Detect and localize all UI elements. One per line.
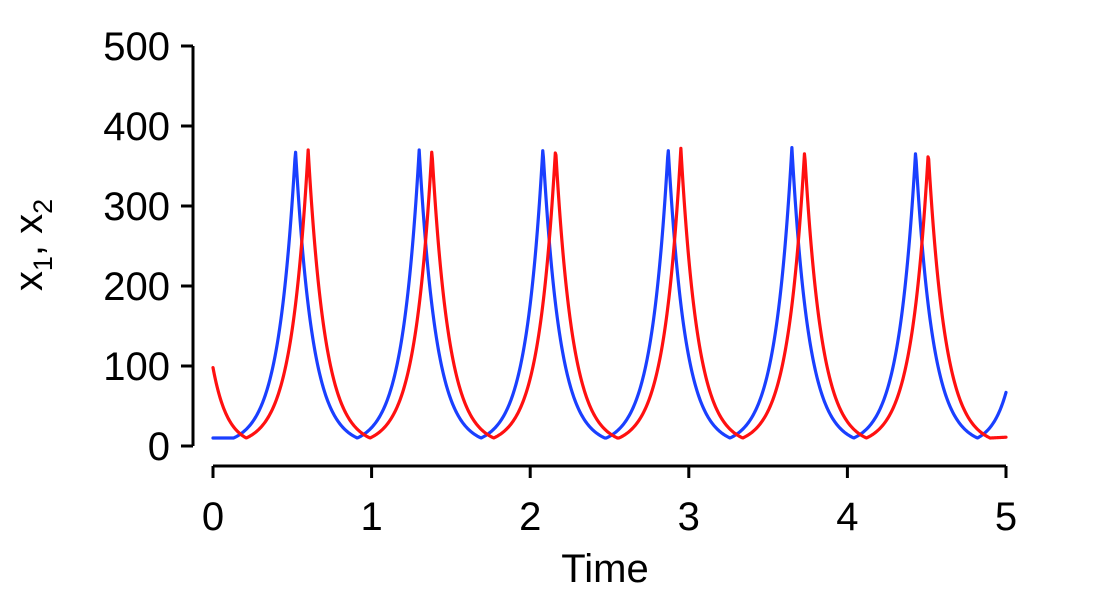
y-axis-title-sub1: 1 <box>28 256 58 271</box>
y-axis-title-sub2: 2 <box>28 199 58 214</box>
x-axis-title: Time <box>561 547 648 591</box>
y-tick-label: 500 <box>103 25 170 69</box>
x-tick-label: 4 <box>836 495 858 539</box>
x-tick-label: 1 <box>360 495 382 539</box>
y-axis-title: x1, x2 <box>7 199 58 291</box>
series-1-line <box>211 146 1008 440</box>
series-2-line <box>211 146 1008 440</box>
y-axis-title-x1: x <box>7 271 51 291</box>
y-axis-title-x2: , x <box>7 214 51 256</box>
x-ticks: 0 1 2 3 4 5 <box>202 466 1017 539</box>
y-tick-label: 0 <box>148 425 170 469</box>
series-layer <box>211 146 1008 440</box>
y-tick-label: 100 <box>103 345 170 389</box>
x-tick-label: 5 <box>995 495 1017 539</box>
y-tick-label: 300 <box>103 185 170 229</box>
y-tick-label: 200 <box>103 265 170 309</box>
x-tick-label: 3 <box>678 495 700 539</box>
y-tick-label: 400 <box>103 105 170 149</box>
x-tick-label: 2 <box>519 495 541 539</box>
y-ticks: 0 100 200 300 400 500 <box>103 25 193 469</box>
x-tick-label: 0 <box>202 495 224 539</box>
